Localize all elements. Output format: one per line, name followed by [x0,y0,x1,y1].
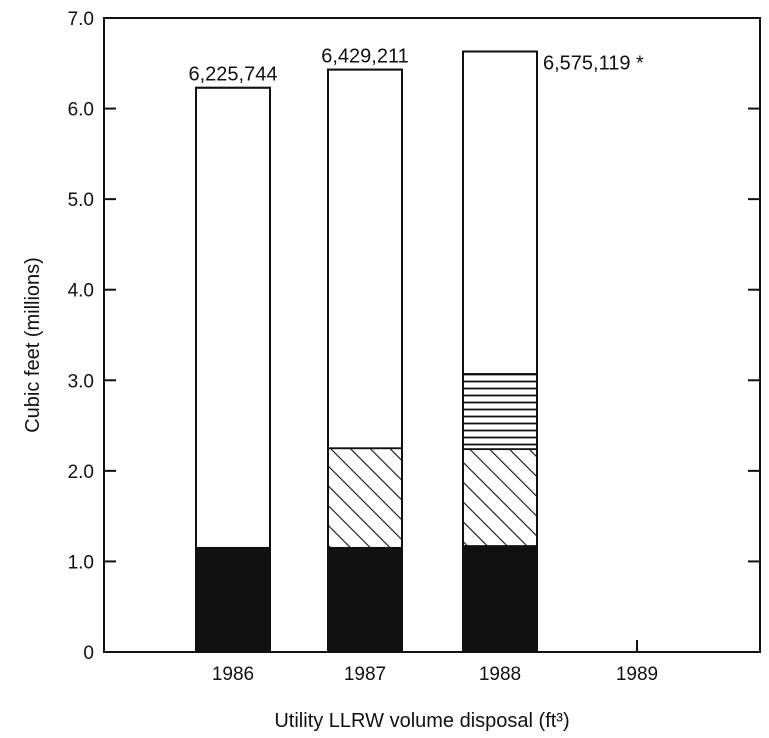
bar-segment-solid-black [462,545,538,653]
bar-segment-diagonal-hatch [462,448,538,547]
x-tick-label: 1989 [616,664,658,685]
axes-layer: 0 1.0 2.0 3.0 4.0 5.0 6.0 7.0 1986 1987 1988 1989 [68,9,760,685]
x-tick-label: 1987 [344,664,386,685]
y-tick-label: 4.0 [68,281,94,302]
y-tick-label: 5.0 [68,190,94,211]
y-tick-label: 1.0 [68,552,94,573]
bar-segment-diagonal-hatch [327,447,403,549]
bar-segment-solid-black [195,546,271,653]
bar-segment-solid-black [327,546,403,653]
y-tick-label: 2.0 [68,462,94,483]
bars-layer: 6,225,744 6,429,211 6,575,119 * [189,46,644,654]
x-tick-label: 1986 [212,664,254,685]
bar-total-label: 6,575,119 * [543,53,644,75]
plot-area [103,17,761,653]
y-tick-label: 0 [83,643,94,664]
y-tick-label: 3.0 [68,371,94,392]
bar-total-label: 6,225,744 [189,64,278,86]
bar-segment-white [195,86,271,549]
y-tick-label: 7.0 [68,9,94,30]
y-tick-label: 6.0 [68,100,94,121]
bar-segment-white [462,50,538,375]
y-axis-title: Cubic feet (millions) [22,257,44,433]
bar-segment-white [327,68,403,450]
plot-frame [103,17,761,653]
bar-total-label: 6,429,211 [321,46,409,68]
bar-segment-horizontal-hatch [462,373,538,451]
x-tick-label: 1988 [479,664,521,685]
x-axis-title: Utility LLRW volume disposal (ft³) [274,710,569,732]
